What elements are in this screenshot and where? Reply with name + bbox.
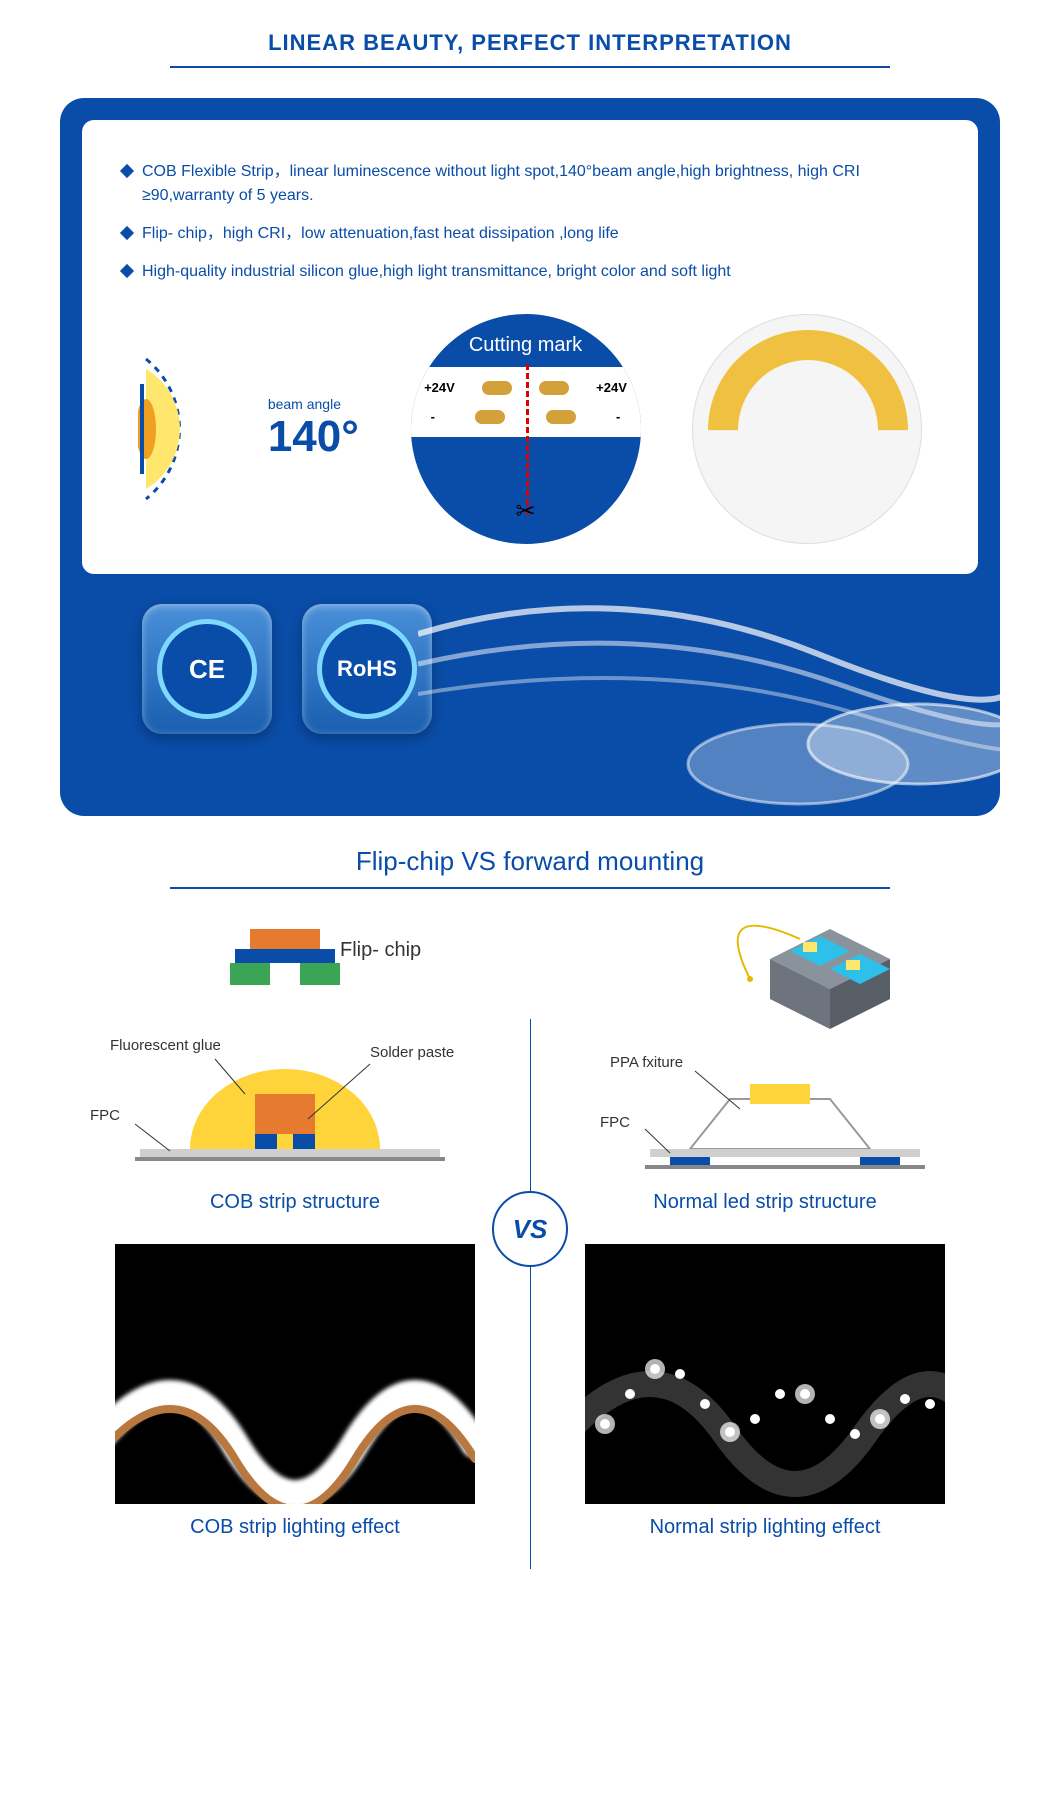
ce-badge-text: CE [157,619,257,719]
cob-structure-caption: COB strip structure [80,1191,510,1214]
cutting-mark-title: Cutting mark [411,314,641,357]
compare-right-column: PPA fxiture FPC Normal led strip structu… [530,919,1000,1569]
flexible-strip-diagram [692,314,922,544]
cutting-mark-diagram: Cutting mark +24V +24V - - [411,314,641,544]
solder-pad [482,381,512,395]
feature-diagrams-row: beam angle 140° Cutting mark +24V +24V - [122,314,938,544]
ppa-fixture-anno: PPA fxiture [610,1054,683,1071]
solder-pad [539,381,569,395]
bullet-item: COB Flexible Strip，linear luminescence w… [122,160,938,208]
normal-structure-diagram: PPA fxiture FPC [550,919,980,1179]
minus-label: - [616,409,620,424]
beam-angle-label: beam angle [268,396,359,412]
cut-dash-line [526,364,529,514]
scissors-icon: ✂ [515,497,535,526]
voltage-label: +24V [424,380,455,395]
diamond-icon [120,226,134,240]
cob-structure-diagram: Flip- chip Fluorescent glue Solder paste… [80,919,510,1179]
beam-angle-diagram: beam angle 140° [138,329,359,529]
diamond-icon [120,164,134,178]
bullet-item: High-quality industrial silicon glue,hig… [122,260,938,284]
voltage-label: +24V [596,380,627,395]
beam-angle-value: 140° [268,412,359,462]
certification-row: CE RoHS [82,574,978,794]
compare-left-column: Flip- chip Fluorescent glue Solder paste… [60,919,530,1569]
divider-1 [170,66,890,68]
minus-label: - [431,409,435,424]
bullet-text: High-quality industrial silicon glue,hig… [142,260,731,284]
flip-chip-anno: Flip- chip [340,939,421,962]
normal-effect-caption: Normal strip lighting effect [550,1516,980,1539]
cob-effect-image [115,1244,475,1504]
normal-effect-image [585,1244,945,1504]
normal-structure-caption: Normal led strip structure [550,1191,980,1214]
cob-effect-caption: COB strip lighting effect [80,1516,510,1539]
fpc-anno-left: FPC [90,1107,120,1124]
bullet-text: COB Flexible Strip，linear luminescence w… [142,160,938,208]
vs-badge: VS [492,1191,568,1267]
solder-paste-anno: Solder paste [370,1044,454,1061]
feature-card: COB Flexible Strip，linear luminescence w… [60,98,1000,816]
section-title-1: LINEAR BEAUTY, PERFECT INTERPRETATION [0,0,1060,66]
vertical-divider [530,1019,531,1569]
feature-card-inner: COB Flexible Strip，linear luminescence w… [82,120,978,574]
beam-angle-text: beam angle 140° [268,396,359,462]
solder-pad [475,410,505,424]
ce-badge: CE [142,604,272,734]
flex-strip-arc [692,314,922,544]
divider-2 [170,887,890,889]
solder-pad [546,410,576,424]
rohs-badge: RoHS [302,604,432,734]
comparison-container: VS [60,919,1000,1569]
fpc-anno-right: FPC [600,1114,630,1131]
beam-arc-icon [138,329,258,529]
diamond-icon [120,264,134,278]
bullet-item: Flip- chip，high CRI，low attenuation,fast… [122,222,938,246]
bullet-text: Flip- chip，high CRI，low attenuation,fast… [142,222,619,246]
fluorescent-glue-anno: Fluorescent glue [110,1037,221,1054]
section-title-2: Flip-chip VS forward mounting [0,816,1060,887]
rohs-badge-text: RoHS [317,619,417,719]
light-swirl-decoration [418,554,1000,814]
